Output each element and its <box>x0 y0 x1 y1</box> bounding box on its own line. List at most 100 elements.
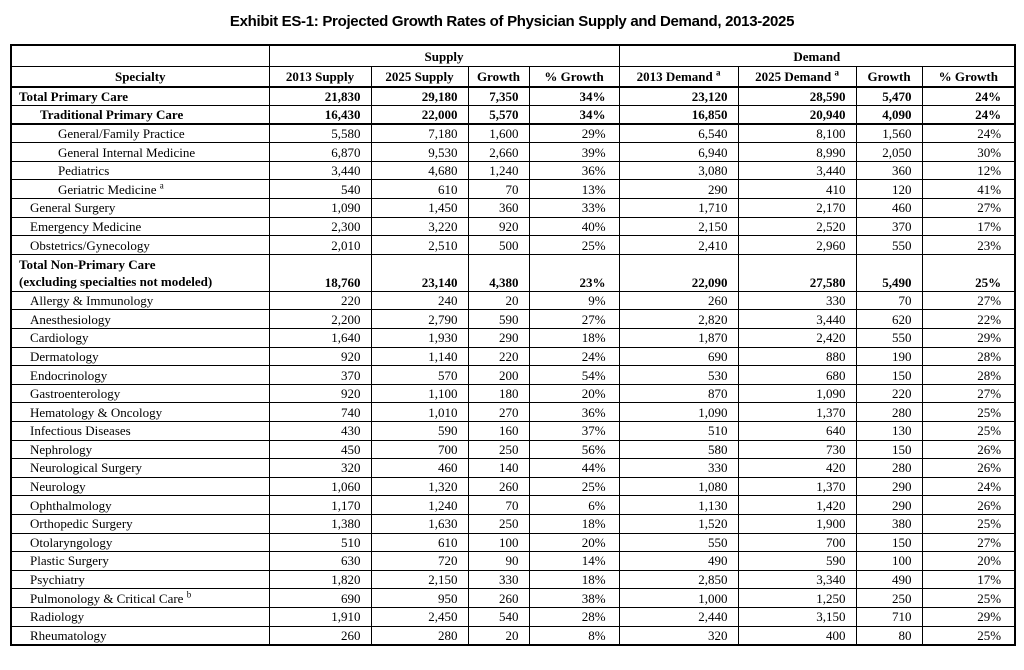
table-row: Psychiatry 1,820 2,150 330 18% 2,850 3,340 490 1… <box>10 569 1016 590</box>
table-row: Gastroenterology 920 1,100 180 20% 870 1,090 22… <box>10 383 1016 404</box>
specialty-cell: Dermatology <box>10 346 270 367</box>
specialty-label: General Internal Medicine <box>58 144 196 160</box>
value-cell: 2,660 <box>467 142 530 162</box>
value-cell: 25% <box>528 476 620 497</box>
specialty-cell: General Surgery <box>10 198 270 218</box>
value-cell: 1,370 <box>737 402 857 422</box>
value-cell: 1,080 <box>618 476 739 497</box>
specialty-label: Pulmonology & Critical Care b <box>30 589 192 606</box>
exhibit-title: Exhibit ES-1: Projected Growth Rates of … <box>229 13 795 30</box>
specialty-label: Hematology & Oncology <box>30 404 163 420</box>
value-cell: 2,520 <box>737 216 857 237</box>
value-cell: 290 <box>618 179 739 200</box>
value-cell: 260 <box>618 290 739 311</box>
value-cell: 590 <box>737 551 857 571</box>
value-cell: 550 <box>618 532 739 553</box>
value-cell: 1,820 <box>268 569 372 590</box>
value-cell: 2,010 <box>268 235 372 255</box>
specialty-cell: Gastroenterology <box>10 383 270 404</box>
column-header: 2025 Demand a <box>737 66 857 88</box>
value-cell: 70 <box>467 179 530 200</box>
value-cell: 25% <box>921 588 1016 608</box>
value-cell: 290 <box>855 476 923 497</box>
value-cell: 2,420 <box>737 328 857 348</box>
column-header: 2025 Supply <box>370 66 469 88</box>
footnote-marker: b <box>186 589 192 600</box>
specialty-cell: Emergency Medicine <box>10 216 270 237</box>
specialty-label: Infectious Diseases <box>30 423 131 439</box>
value-cell: 29% <box>921 328 1016 348</box>
table-row: Geriatric Medicine a 540 610 70 13% 290 410 120… <box>10 179 1016 200</box>
table-row: General Surgery 1,090 1,450 360 33% 1,710 2,17… <box>10 198 1016 218</box>
footnote-marker: a <box>159 180 164 191</box>
table-row: Pulmonology & Critical Care b 690 950 260 38… <box>10 588 1016 608</box>
group-header-spacer <box>10 44 270 67</box>
value-cell: 260 <box>467 476 530 497</box>
specialty-label: Rheumatology <box>30 627 107 643</box>
value-cell: 22% <box>921 309 1016 330</box>
value-cell: 90 <box>467 551 530 571</box>
value-cell: 280 <box>855 402 923 422</box>
value-cell: 2,850 <box>618 569 739 590</box>
table-row: Neurology 1,060 1,320 260 25% 1,080 1,370 290 24… <box>10 476 1016 497</box>
value-cell: 250 <box>855 588 923 608</box>
table-row: Ophthalmology 1,170 1,240 70 6% 1,130 1,420 290… <box>10 495 1016 515</box>
value-cell: 6,540 <box>618 123 739 144</box>
value-cell: 2,790 <box>370 309 469 330</box>
table-body: Total Primary Care 21,830 29,180 7,350 34% 23… <box>10 86 1016 646</box>
value-cell: 5,580 <box>268 123 372 144</box>
value-cell: 360 <box>855 160 923 181</box>
value-cell: 250 <box>467 513 530 534</box>
column-header-row: Specialty 2013 Supply 2025 Supply Growth% G… <box>10 66 1016 88</box>
value-cell: 2,300 <box>268 216 372 237</box>
value-cell: 320 <box>618 625 739 646</box>
value-cell: 360 <box>467 198 530 218</box>
table-header: Supply Demand Specialty 2013 Supply 2025 S… <box>10 44 1016 88</box>
group-header-supply: Supply <box>268 44 620 67</box>
specialty-cell: Radiology <box>10 606 270 627</box>
value-cell: 870 <box>618 383 739 404</box>
value-cell: 580 <box>618 439 739 460</box>
value-cell: 180 <box>467 383 530 404</box>
specialty-label: Orthopedic Surgery <box>30 516 133 532</box>
value-cell: 29% <box>921 606 1016 627</box>
specialty-label: General/Family Practice <box>58 126 185 142</box>
value-cell: 590 <box>467 309 530 330</box>
value-cell: 430 <box>268 421 372 441</box>
value-cell: 260 <box>268 625 372 646</box>
value-cell: 1,140 <box>370 346 469 367</box>
value-cell: 7,350 <box>467 86 530 107</box>
value-cell: 100 <box>467 532 530 553</box>
value-cell: 28% <box>528 606 620 627</box>
value-cell: 290 <box>855 495 923 515</box>
value-cell: 330 <box>467 569 530 590</box>
specialty-label: Radiology <box>30 609 85 625</box>
specialty-cell: General Internal Medicine <box>10 142 270 162</box>
value-cell: 80 <box>855 625 923 646</box>
value-cell: 1,320 <box>370 476 469 497</box>
specialty-cell: Anesthesiology <box>10 309 270 330</box>
value-cell: 1,090 <box>737 383 857 404</box>
value-cell: 1,060 <box>268 476 372 497</box>
value-cell: 23,140 <box>370 253 469 292</box>
specialty-label: Neurology <box>30 479 86 495</box>
value-cell: 37% <box>528 421 620 441</box>
value-cell: 24% <box>921 105 1016 126</box>
specialty-label: Plastic Surgery <box>30 553 109 569</box>
value-cell: 33% <box>528 198 620 218</box>
value-cell: 1,930 <box>370 328 469 348</box>
value-cell: 21,830 <box>268 86 372 107</box>
value-cell: 30% <box>921 142 1016 162</box>
value-cell: 620 <box>855 309 923 330</box>
value-cell: 20% <box>921 551 1016 571</box>
value-cell: 1,640 <box>268 328 372 348</box>
value-cell: 2,150 <box>370 569 469 590</box>
value-cell: 5,470 <box>855 86 923 107</box>
value-cell: 23% <box>528 253 620 292</box>
value-cell: 1,380 <box>268 513 372 534</box>
value-cell: 540 <box>467 606 530 627</box>
value-cell: 550 <box>855 328 923 348</box>
value-cell: 330 <box>618 458 739 478</box>
specialty-label: Neurological Surgery <box>30 460 143 476</box>
value-cell: 610 <box>370 532 469 553</box>
